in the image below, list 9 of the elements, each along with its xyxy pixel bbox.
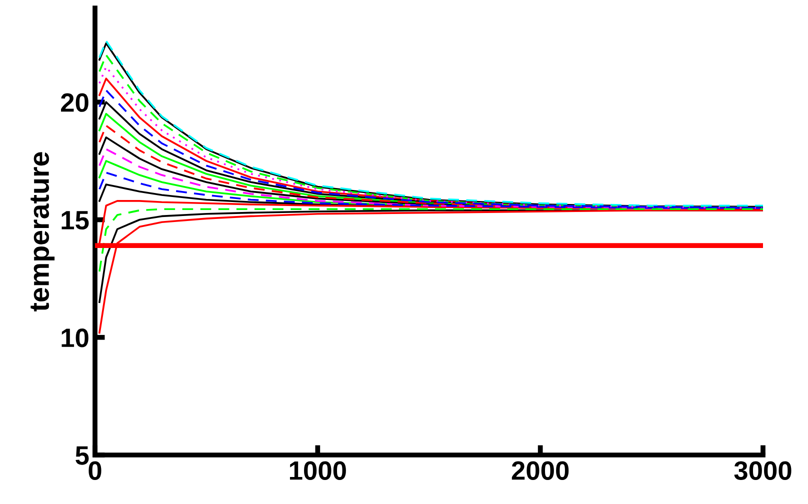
y-tick-label: 15 xyxy=(62,211,89,230)
y-tick-label: 20 xyxy=(61,93,88,112)
y-axis-title: temperature xyxy=(30,152,55,312)
x-tick-label: 1000 xyxy=(290,461,346,480)
y-tick-label: 10 xyxy=(62,328,88,348)
x-tick-label: 3000 xyxy=(734,461,792,480)
x-tick-label: 0 xyxy=(88,461,102,480)
x-tick-label: 2000 xyxy=(512,461,569,480)
y-tick-label: 5 xyxy=(76,446,89,465)
